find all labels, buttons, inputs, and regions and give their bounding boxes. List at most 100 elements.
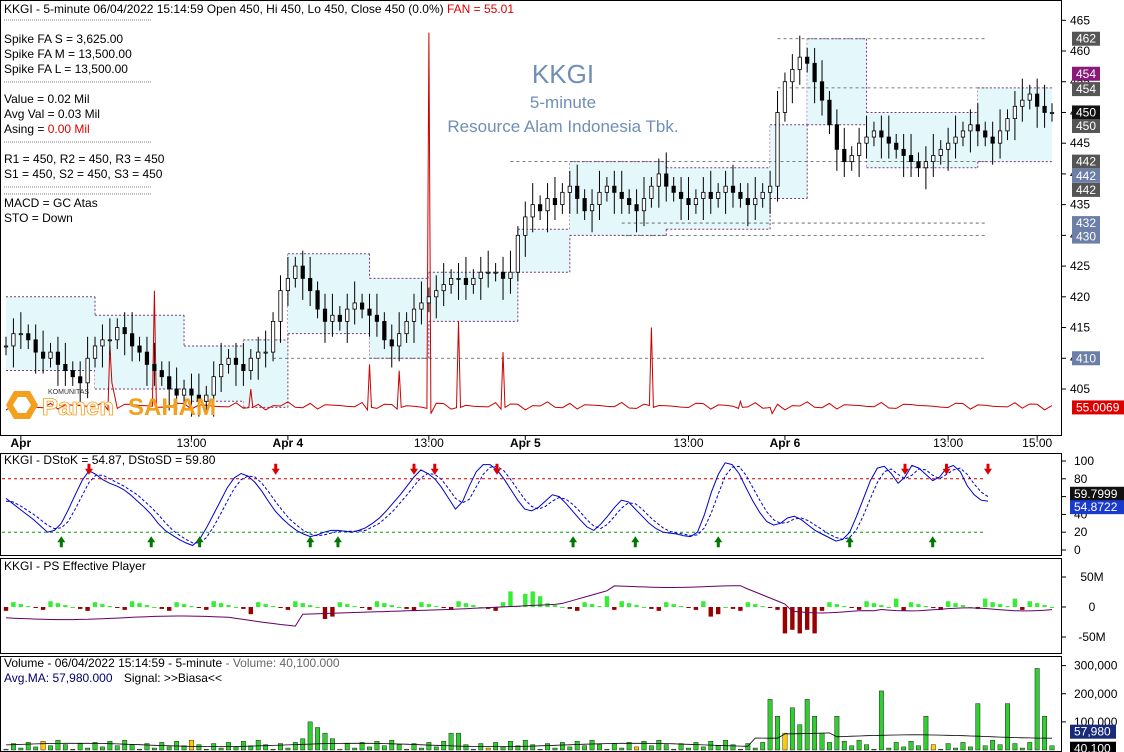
ps-bar-124 xyxy=(923,606,929,608)
ps-axis: 50M 0 -50M xyxy=(1062,570,1106,644)
candle-body-102 xyxy=(760,191,765,199)
ps-bar-107 xyxy=(797,607,802,634)
ps-bar-40 xyxy=(300,603,305,607)
ps-bar-26 xyxy=(196,607,202,608)
candle-body-50 xyxy=(374,314,380,322)
ps-bar-34 xyxy=(256,602,261,607)
sell-arrow-icon xyxy=(942,463,951,475)
ps-bar-79 xyxy=(589,604,595,607)
ps-bar-88 xyxy=(656,607,662,611)
volume-tick-label: 200,000 xyxy=(1074,687,1118,701)
price-tag-label: 55.0069 xyxy=(1076,400,1120,414)
candle-body-38 xyxy=(285,277,291,292)
ps-bar-35 xyxy=(263,604,268,607)
candle-body-100 xyxy=(745,198,750,206)
volume-bar-125 xyxy=(930,744,936,751)
candle-body-48 xyxy=(359,302,365,310)
candle-body-70 xyxy=(523,216,528,236)
buy-arrow-icon xyxy=(569,536,578,548)
ps-bar-71 xyxy=(530,591,535,607)
volume-bar-70 xyxy=(522,739,528,751)
volume-bar-93 xyxy=(693,742,699,751)
ps-effective-player-panel[interactable]: 50M 0 -50M KKGI - PS Effective Player xyxy=(3,559,1106,644)
volume-bar-57 xyxy=(426,742,432,751)
stoch-last-tag-bg xyxy=(1070,486,1124,501)
sell-arrow-icon xyxy=(493,463,501,475)
price-tag-bg xyxy=(1072,400,1124,415)
candle-body-114 xyxy=(849,155,854,163)
stoch-series-DStoSD xyxy=(5,465,989,544)
volume-bar-75 xyxy=(559,742,565,751)
ps-bar-9 xyxy=(70,607,75,608)
ps-bar-33 xyxy=(248,607,254,615)
volume-last-tag-label: 57,980 xyxy=(1074,725,1111,739)
ps-bar-11 xyxy=(85,607,90,611)
candle-body-6 xyxy=(48,351,53,359)
candle-body-106 xyxy=(790,69,795,83)
volume-bar-47 xyxy=(352,747,358,751)
candle-body-103 xyxy=(767,185,773,193)
ps-bar-72 xyxy=(537,596,543,607)
volume-bar-13 xyxy=(100,746,105,751)
volume-bar-68 xyxy=(508,741,513,751)
ps-bar-13 xyxy=(100,604,105,607)
ps-bar-29 xyxy=(218,603,224,607)
volume-bar-9 xyxy=(70,748,76,751)
ps-bar-112 xyxy=(834,604,840,607)
volume-title: Volume - 06/04/2022 15:14:59 - 5-minute … xyxy=(4,656,340,670)
candle-body-132 xyxy=(983,130,988,138)
volume-bar-63 xyxy=(470,748,476,751)
candle-body-3 xyxy=(26,333,31,341)
ps-bar-70 xyxy=(523,593,528,607)
volume-bar-140 xyxy=(1042,716,1047,751)
volume-bar-92 xyxy=(686,747,691,751)
ps-bar-138 xyxy=(1027,601,1032,607)
candle-body-128 xyxy=(953,136,958,144)
ps-bar-18 xyxy=(137,603,142,607)
ps-bar-68 xyxy=(508,591,513,607)
price-tag-bg xyxy=(1072,82,1100,97)
price-tag-label: 450 xyxy=(1076,105,1096,119)
ps-bar-86 xyxy=(641,607,647,608)
ps-bar-83 xyxy=(619,601,624,607)
candle-body-20 xyxy=(152,364,157,371)
ps-bar-8 xyxy=(63,605,68,607)
stoch-tick-label: 80 xyxy=(1074,472,1088,486)
candle-body-40 xyxy=(300,265,305,279)
candle-body-52 xyxy=(389,339,394,347)
volume-last-tag-bg xyxy=(1070,724,1116,739)
candle-body-42 xyxy=(315,290,320,310)
candle-body-91 xyxy=(678,191,684,199)
volume-bar-31 xyxy=(233,746,239,751)
price-tick-label: 460 xyxy=(1070,44,1090,58)
volume-bar-137 xyxy=(1019,747,1025,751)
price-tag-bg xyxy=(1072,182,1100,197)
ps-bar-64 xyxy=(478,607,483,608)
volume-bar-34 xyxy=(255,739,261,751)
candle-body-64 xyxy=(478,271,483,279)
info-line-6: R1 = 450, R2 = 450, R3 = 450 xyxy=(4,152,165,166)
sell-arrow-icon xyxy=(84,463,93,475)
fan-line-series xyxy=(5,32,1053,415)
ps-bar-85 xyxy=(634,605,639,607)
candle-body-58 xyxy=(434,290,439,298)
ps-bar-63 xyxy=(471,605,476,607)
ps-bar-132 xyxy=(983,598,988,607)
candle-body-67 xyxy=(500,271,506,279)
price-panel[interactable]: 405410415420425430435440445450455460465 … xyxy=(3,2,1124,450)
ps-bar-137 xyxy=(1020,607,1025,610)
volume-bar-89 xyxy=(663,744,669,751)
volume-bar-87 xyxy=(649,745,654,751)
price-tick-label: 405 xyxy=(1070,382,1090,396)
main-header: KKGI - 5-minute 06/04/2022 15:14:59 Open… xyxy=(4,2,514,16)
volume-bar-116 xyxy=(864,744,869,751)
volume-bar-76 xyxy=(567,746,573,751)
ps-bar-95 xyxy=(708,607,713,617)
volume-bar-105 xyxy=(782,732,788,751)
volume-bar-44 xyxy=(330,738,335,751)
volume-bar-7 xyxy=(55,739,61,751)
